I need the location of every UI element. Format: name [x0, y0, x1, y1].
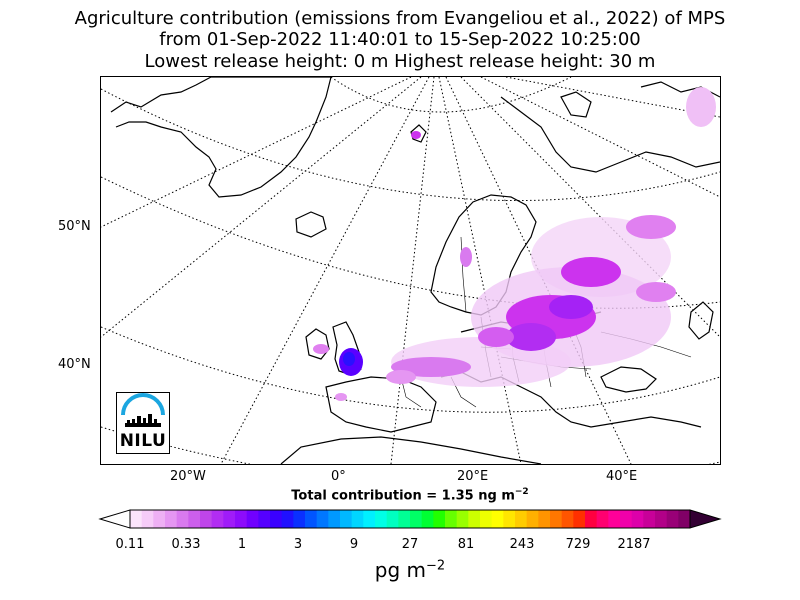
- colorbar-segments: [130, 510, 691, 528]
- colorbar-segment: [515, 510, 528, 528]
- lat-label-50n: 50°N: [58, 219, 91, 234]
- colorbar-segment: [480, 510, 493, 528]
- total-contribution-text: Total contribution = 1.35 ng m: [291, 488, 515, 504]
- colorbar-segment: [188, 510, 201, 528]
- colorbar-tick-label: 3: [293, 537, 303, 552]
- colorbar-segment: [445, 510, 458, 528]
- graticule: [101, 77, 720, 464]
- lat-label-40n: 40°N: [58, 357, 91, 372]
- colorbar-tick-label: 729: [565, 537, 591, 552]
- colorbar-tick-label: 2187: [617, 537, 651, 552]
- total-contribution-exponent: −2: [514, 487, 529, 497]
- map-title-line-2: from 01-Sep-2022 11:40:01 to 15-Sep-2022…: [159, 29, 641, 50]
- colorbar-max-extension: [689, 509, 722, 529]
- colorbar-segment: [573, 510, 586, 528]
- colorbar-tick-label: 81: [457, 537, 475, 552]
- nilu-logo: NILU: [116, 392, 170, 454]
- colorbar-segment: [316, 510, 329, 528]
- colorbar-segment: [666, 510, 679, 528]
- colorbar-segment: [176, 510, 189, 528]
- colorbar-min-extension: [98, 509, 131, 529]
- colorbar-segment: [468, 510, 481, 528]
- colorbar-segment: [526, 510, 539, 528]
- colorbar-segment: [258, 510, 271, 528]
- colorbar-segment: [293, 510, 306, 528]
- colorbar-segment: [398, 510, 411, 528]
- colorbar-segment: [305, 510, 318, 528]
- colorbar-segment: [153, 510, 166, 528]
- colorbar-segment: [678, 510, 691, 528]
- colorbar-segment: [410, 510, 423, 528]
- lon-label-0: 0°: [331, 469, 346, 484]
- nilu-logo-mark: [121, 393, 165, 427]
- colorbar-tick-label: 0.11: [115, 537, 145, 552]
- map-canvas: [101, 77, 720, 464]
- map-panel: [100, 76, 721, 465]
- total-contribution-label: Total contribution = 1.35 ng m−2: [0, 487, 800, 503]
- colorbar-segment: [538, 510, 551, 528]
- colorbar-unit: pg m−2: [0, 558, 800, 582]
- colorbar-segment: [328, 510, 341, 528]
- colorbar-segment: [340, 510, 353, 528]
- colorbar-tick-label: 9: [349, 537, 359, 552]
- colorbar-segment: [211, 510, 224, 528]
- colorbar-segment: [235, 510, 248, 528]
- lon-label-20w: 20°W: [170, 469, 206, 484]
- colorbar-segment: [631, 510, 644, 528]
- colorbar-segment: [561, 510, 574, 528]
- colorbar-segment: [223, 510, 236, 528]
- colorbar-segment: [491, 510, 504, 528]
- map-title-line-3: Lowest release height: 0 m Highest relea…: [144, 51, 656, 72]
- colorbar-unit-text: pg m: [374, 558, 427, 582]
- colorbar-frame: [129, 509, 691, 529]
- colorbar-tick-label: 27: [401, 537, 419, 552]
- colorbar-segment: [270, 510, 283, 528]
- agriculture-plume: [313, 87, 716, 401]
- map-title-line-1: Agriculture contribution (emissions from…: [74, 8, 726, 29]
- colorbar-segment: [386, 510, 399, 528]
- colorbar-segment: [421, 510, 434, 528]
- colorbar-segment: [130, 510, 143, 528]
- colorbar-tick-label: 1: [237, 537, 247, 552]
- colorbar-segment: [165, 510, 178, 528]
- colorbar-segment: [375, 510, 388, 528]
- colorbar-segment: [550, 510, 563, 528]
- colorbar-unit-exponent: −2: [426, 558, 446, 574]
- colorbar-segment: [351, 510, 364, 528]
- lon-label-40e: 40°E: [606, 469, 638, 484]
- colorbar-segment: [141, 510, 154, 528]
- colorbar-segment: [200, 510, 213, 528]
- colorbar-segment: [620, 510, 633, 528]
- colorbar: [98, 509, 722, 529]
- colorbar-segment: [643, 510, 656, 528]
- colorbar-segment: [281, 510, 294, 528]
- colorbar-segment: [655, 510, 668, 528]
- colorbar-segment: [585, 510, 598, 528]
- colorbar-segment: [433, 510, 446, 528]
- colorbar-segment: [608, 510, 621, 528]
- lon-label-20e: 20°E: [457, 469, 489, 484]
- colorbar-segment: [456, 510, 469, 528]
- colorbar-tick-label: 243: [509, 537, 535, 552]
- colorbar-segment: [596, 510, 609, 528]
- colorbar-segment: [246, 510, 259, 528]
- nilu-logo-text: NILU: [119, 431, 167, 451]
- colorbar-segment: [363, 510, 376, 528]
- colorbar-segment: [503, 510, 516, 528]
- colorbar-tick-label: 0.33: [171, 537, 201, 552]
